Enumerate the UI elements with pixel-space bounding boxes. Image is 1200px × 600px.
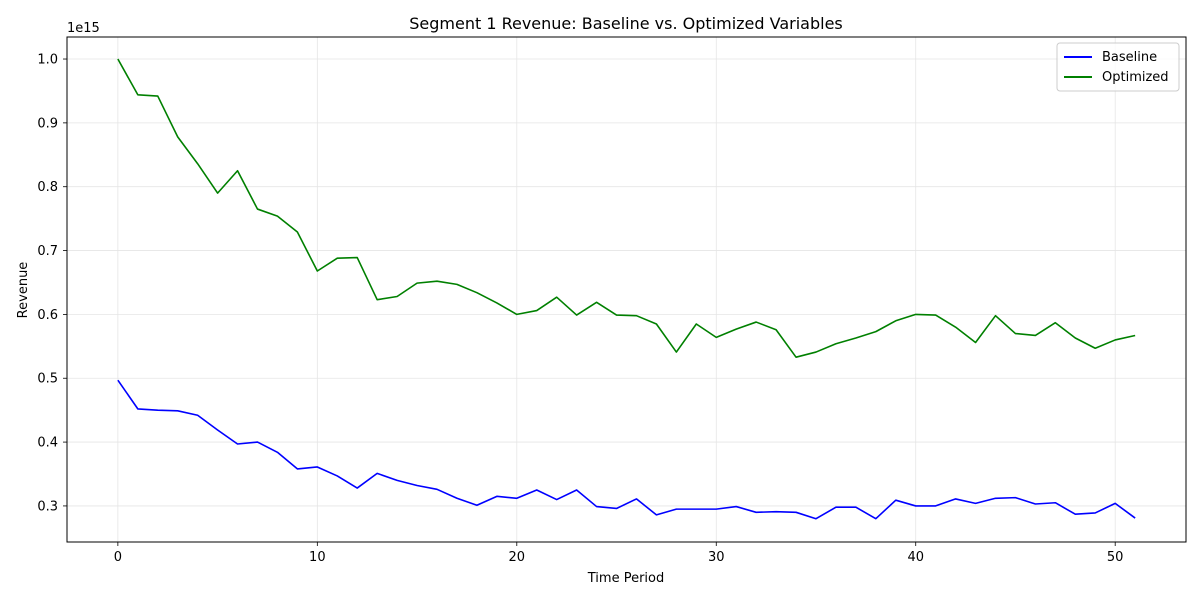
y-tick-label: 0.3	[37, 499, 58, 514]
y-tick-label: 0.7	[37, 244, 58, 259]
x-axis-label: Time Period	[587, 571, 664, 586]
plot-frame	[66, 36, 1187, 543]
x-tick-label: 0	[114, 550, 122, 565]
grid	[67, 37, 1186, 542]
y-tick-label: 0.5	[37, 372, 58, 387]
legend: Baseline Optimized	[1056, 42, 1180, 92]
y-tick-label: 0.6	[37, 308, 58, 323]
y-axis-ticks: 0.3 0.4 0.5 0.6 0.7 0.8 0.9 1.0	[37, 53, 67, 514]
series-line-optimized	[117, 58, 1136, 358]
y-axis-scale-multiplier: 1e15	[67, 21, 100, 36]
x-tick-label: 10	[309, 550, 326, 565]
y-tick-label: 1.0	[37, 53, 58, 68]
y-tick-label: 0.9	[37, 116, 58, 131]
chart-title: Segment 1 Revenue: Baseline vs. Optimize…	[409, 14, 843, 33]
y-tick-label: 0.8	[37, 180, 58, 195]
legend-label-optimized: Optimized	[1102, 70, 1169, 85]
x-tick-label: 30	[708, 550, 725, 565]
y-axis-label: Revenue	[16, 262, 31, 319]
x-axis-ticks: 0 10 20 30 40 50	[114, 542, 1124, 565]
legend-box	[1056, 42, 1180, 92]
x-tick-label: 50	[1107, 550, 1124, 565]
legend-label-baseline: Baseline	[1102, 50, 1157, 65]
series-line-baseline	[117, 379, 1136, 520]
x-tick-label: 20	[509, 550, 526, 565]
y-tick-label: 0.4	[37, 436, 58, 451]
x-tick-label: 40	[907, 550, 924, 565]
series-lines	[117, 58, 1136, 520]
